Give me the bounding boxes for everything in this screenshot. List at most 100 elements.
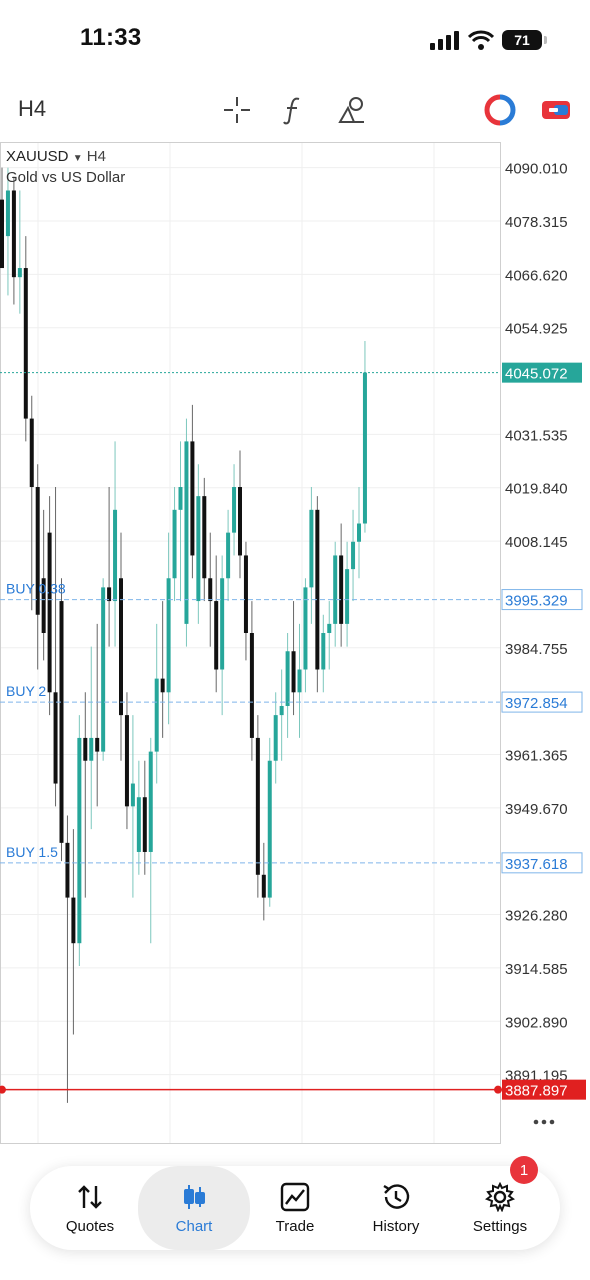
candle-body [196, 496, 201, 602]
symbol-period: H4 [86, 148, 106, 165]
chart-symbol: XAUUSD ▼ H4 [6, 148, 106, 165]
candle-body [29, 418, 34, 488]
history-icon [383, 1183, 410, 1209]
candle-body [291, 651, 296, 693]
price-axis-label: 3914.585 [505, 961, 568, 978]
indicators-icon[interactable] [278, 94, 310, 126]
chart-canvas[interactable]: BUY 0.38 3995.329 BUY 2 3972.854 BUY 1.5 3937… [0, 142, 590, 1144]
candle-body [5, 190, 10, 237]
candle-body [124, 715, 129, 807]
nav-chart[interactable]: Chart [138, 1166, 250, 1250]
candle-body [333, 555, 338, 624]
candle-body [214, 601, 219, 670]
order-label: BUY 0.38 [6, 581, 66, 597]
candle-body [297, 669, 302, 693]
candle-body [226, 532, 231, 579]
chart-icon [184, 1184, 205, 1209]
candle-body [279, 705, 284, 716]
nav-quotes[interactable]: Quotes [38, 1166, 142, 1250]
candle-body [142, 797, 147, 852]
more-icon [541, 1119, 547, 1125]
order-price-box [501, 589, 583, 611]
candle-body [362, 372, 367, 524]
nav-trade[interactable]: Trade [243, 1166, 347, 1250]
settings-icon [485, 1181, 515, 1212]
order-label: BUY 1.5 [6, 844, 58, 860]
candle-body [208, 578, 213, 602]
candle-body [190, 441, 195, 556]
one-click-trading-icon[interactable] [484, 94, 516, 126]
candle-body [0, 199, 4, 269]
price-axis-label: 4019.840 [505, 481, 568, 498]
candle-body [23, 268, 28, 419]
nav-quotes-label: Quotes [65, 1217, 115, 1235]
candle-body [309, 509, 314, 588]
nav-settings-label: Settings [472, 1217, 528, 1235]
battery-level: 71 [514, 32, 530, 48]
candle-body [11, 190, 16, 278]
price-axis-label: 3902.890 [505, 1014, 568, 1031]
candle-body [59, 601, 64, 843]
candle-body [95, 737, 100, 752]
current-price-box [502, 362, 582, 383]
candle-body [172, 509, 177, 579]
symbol-dropdown-icon[interactable]: ▼ [72, 153, 83, 164]
candle-body [154, 678, 159, 752]
low-line-handle [494, 1085, 502, 1094]
battery-icon: 71 [502, 30, 547, 50]
low-price-label: 3887.897 [505, 1083, 568, 1100]
candle-body [107, 587, 112, 602]
trade-icon [280, 1182, 310, 1211]
status-time: 11:33 [80, 24, 142, 51]
candle-body [327, 623, 332, 633]
candle-body [184, 441, 189, 624]
status-icons: 71 [430, 28, 547, 52]
symbol-name: XAUUSD [6, 148, 69, 165]
objects-icon[interactable] [336, 94, 368, 126]
candle-body [238, 487, 242, 556]
candle-body [285, 651, 290, 706]
nav-history[interactable]: History [344, 1166, 448, 1250]
candle-body [35, 487, 40, 615]
candle-body [77, 737, 82, 944]
order-price-label: 3937.618 [505, 856, 568, 873]
current-price-label: 4045.072 [505, 366, 568, 383]
candle-body [178, 487, 183, 510]
low-line-handle [0, 1085, 6, 1094]
crosshair-icon[interactable] [221, 94, 253, 126]
candle-body [160, 678, 165, 693]
bottom-nav: Quotes Chart Trade History Settings 1 [30, 1156, 560, 1250]
candle-body [303, 587, 308, 670]
candle-body [243, 555, 248, 633]
price-axis-label: 4090.010 [505, 161, 568, 178]
price-axis-label: 3961.365 [505, 748, 568, 765]
quotes-icon [78, 1184, 102, 1209]
nav-chart-label: Chart [175, 1217, 213, 1235]
candle-body [17, 268, 22, 278]
chart-frame [0, 142, 501, 1144]
order-price-label: 3972.854 [505, 695, 568, 712]
nav-settings[interactable]: Settings 1 [448, 1156, 552, 1250]
candle-body [232, 487, 237, 533]
candle-body [113, 509, 118, 602]
candle-body [267, 760, 272, 898]
nav-history-label: History [372, 1217, 420, 1235]
order-price-box [501, 852, 583, 874]
candle-body [65, 842, 70, 898]
candle-body [321, 633, 326, 670]
candle-body [53, 692, 58, 784]
candle-body [351, 541, 356, 570]
order-price-box [501, 691, 583, 713]
candle-body [220, 578, 225, 670]
trade-panel-icon[interactable] [540, 94, 572, 126]
candle-body [89, 737, 94, 761]
candle-body [255, 737, 260, 875]
price-chart[interactable]: BUY 0.38 3995.329 BUY 2 3972.854 BUY 1.5 3937… [0, 142, 590, 1144]
candle-body [345, 569, 350, 624]
candle-body [273, 715, 278, 761]
candle-body [101, 587, 106, 752]
price-axis-label: 4031.535 [505, 427, 568, 444]
price-axis-label: 4008.145 [505, 534, 568, 551]
timeframe-button[interactable]: H4 [18, 96, 47, 121]
candle-body [261, 874, 266, 898]
